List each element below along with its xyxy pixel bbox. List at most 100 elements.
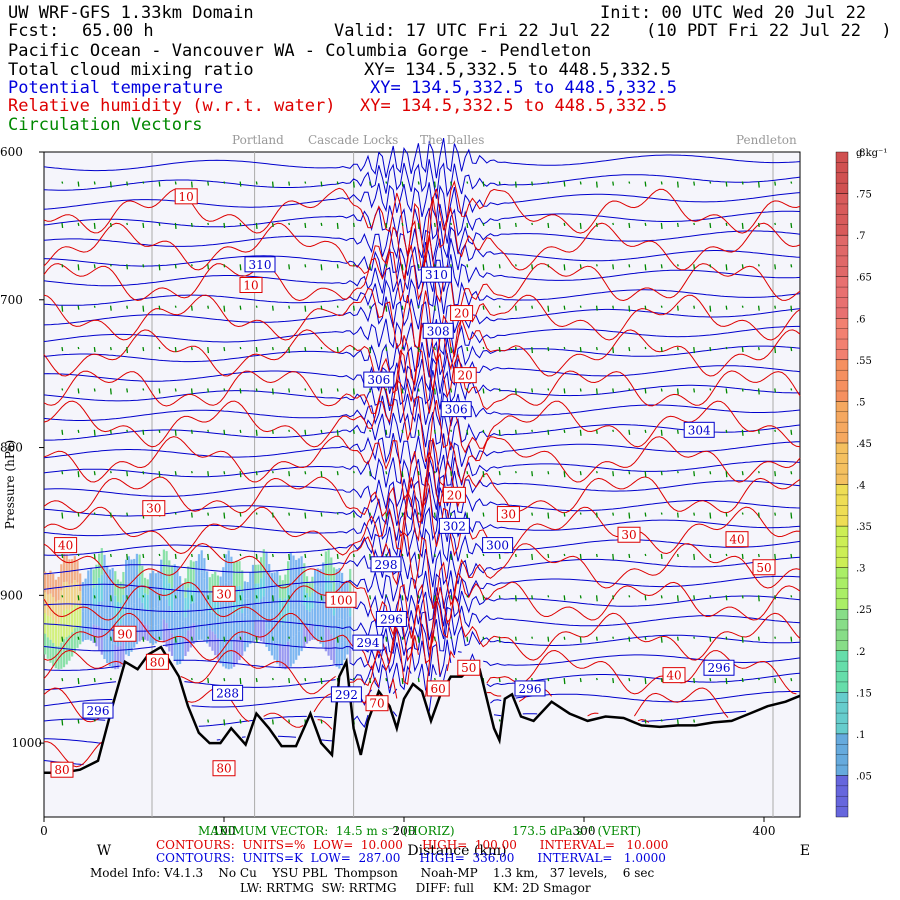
cloud-cell <box>95 585 98 606</box>
vector-arrow <box>498 677 501 683</box>
cloud-cell <box>138 576 141 598</box>
vector-arrow <box>255 429 258 436</box>
vector-arrow <box>93 222 96 229</box>
vector-arrow <box>774 595 777 600</box>
vector-arrow <box>612 471 615 477</box>
cloud-cell <box>338 568 341 594</box>
cloud-cell <box>297 631 300 656</box>
vector-arrow <box>336 636 339 643</box>
theta-contour <box>43 295 801 337</box>
rh-label: 80 <box>150 655 165 669</box>
cloud-cell <box>297 606 300 632</box>
cloud-cell <box>260 578 263 600</box>
vector-arrow <box>142 181 145 184</box>
vector-arrow <box>304 595 307 598</box>
cloud-cell <box>208 611 211 630</box>
vector-arrow <box>450 595 453 600</box>
vector-arrow <box>126 388 129 393</box>
cloud-cell <box>162 596 165 620</box>
cloud-cell <box>119 581 122 604</box>
cloud-cell <box>311 624 314 640</box>
cloud-cell <box>262 619 265 644</box>
cloud-cell <box>292 582 295 610</box>
cloud-cell <box>71 583 74 608</box>
cloud-cell <box>303 563 306 585</box>
legend-label: .2 <box>856 647 866 658</box>
vector-arrow <box>482 512 485 517</box>
cloud-cell <box>130 559 133 583</box>
cloud-cell <box>327 602 330 629</box>
legend-label: .8 <box>856 148 866 159</box>
vector-arrow <box>725 512 728 517</box>
cloud-cell <box>300 603 303 628</box>
cloud-cell <box>197 597 201 619</box>
vector-arrow <box>563 222 566 227</box>
vector-arrow <box>660 264 663 269</box>
vector-arrow <box>304 471 307 475</box>
cloud-cell <box>238 610 241 636</box>
rh-label-box <box>239 277 263 293</box>
theta-contour <box>43 387 801 427</box>
vector-arrow <box>385 388 388 391</box>
vector-arrow <box>61 595 64 598</box>
cloud-cell <box>184 578 187 598</box>
vector-arrow <box>579 429 582 436</box>
vector-arrow <box>741 512 744 515</box>
cloud-cell <box>327 548 330 576</box>
cloud-cell <box>187 566 190 588</box>
cloud-cell <box>89 586 93 605</box>
vector-arrow <box>174 553 177 560</box>
cloud-cell <box>176 615 179 641</box>
cloud-cell <box>270 634 273 656</box>
rh-label-box <box>442 486 466 503</box>
theta-label-box <box>82 702 114 719</box>
terrain-profile <box>44 645 801 774</box>
vector-arrow <box>77 222 80 227</box>
theta-label-box <box>375 610 407 627</box>
vector-arrow <box>174 636 177 643</box>
cloud-cell <box>206 625 209 644</box>
cloud-cell <box>141 565 144 585</box>
vector-arrow <box>644 719 647 724</box>
theta-label: 292 <box>335 688 358 702</box>
vector-arrow <box>223 553 226 559</box>
rh-contour <box>43 379 801 462</box>
vector-arrow <box>304 512 307 519</box>
vector-arrow <box>61 553 64 559</box>
vector-arrow <box>417 222 420 229</box>
vector-arrow <box>320 181 323 187</box>
vector-arrow <box>482 636 485 640</box>
vector-arrow <box>531 471 534 477</box>
cloud-cell <box>95 605 98 626</box>
vector-arrow <box>61 429 64 435</box>
vector-arrow <box>109 595 112 602</box>
cloud-cell <box>260 557 263 579</box>
vector-arrow <box>385 677 388 682</box>
cloud-cell <box>138 554 141 577</box>
cloud-cell <box>152 589 155 608</box>
cloud-cell <box>278 621 282 644</box>
vector-arrow <box>612 636 615 639</box>
vector-arrow <box>352 388 355 395</box>
vector-arrow <box>61 264 64 268</box>
cloud-cell <box>265 599 268 624</box>
vector-arrow <box>790 222 793 229</box>
vector-arrow <box>433 181 436 188</box>
cloud-cell <box>284 574 287 599</box>
vector-arrow <box>288 553 291 561</box>
cloud-cell <box>243 598 246 617</box>
cloud-cell <box>241 613 244 635</box>
cloud-cell <box>251 603 255 623</box>
cloud-cell <box>284 645 287 670</box>
vector-arrow <box>676 719 679 725</box>
vector-arrow <box>482 346 485 350</box>
vector-arrow <box>547 305 550 312</box>
theta-label: 302 <box>443 519 466 533</box>
cloud-cell <box>341 572 344 597</box>
cloud-cell <box>162 549 165 573</box>
cloud-cell <box>276 640 279 664</box>
vector-arrow <box>288 512 291 516</box>
cloud-cell <box>52 619 55 644</box>
cloud-cell <box>170 588 174 611</box>
legend-label: .75 <box>856 190 872 201</box>
